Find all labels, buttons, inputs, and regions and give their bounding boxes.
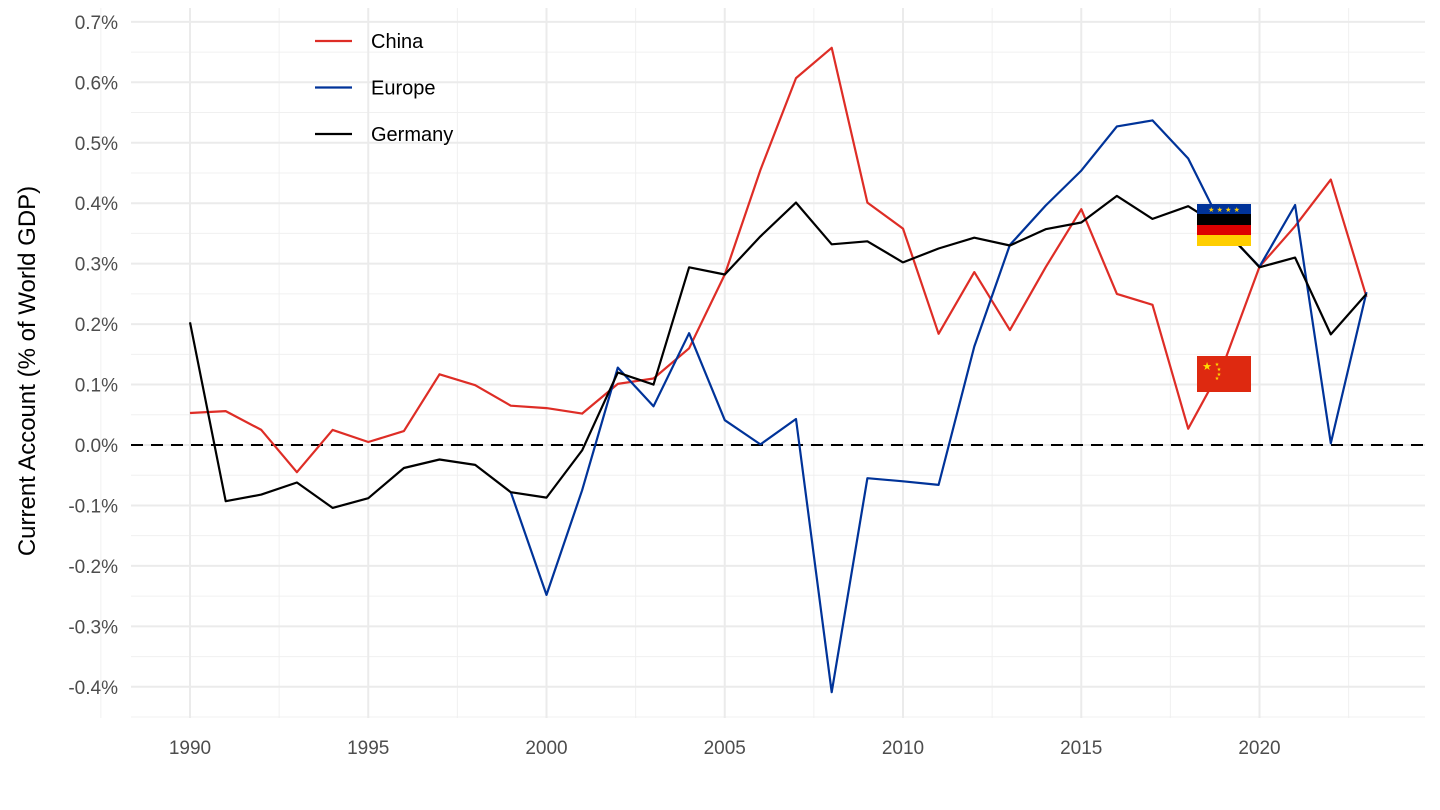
china-series-line: [189, 46, 1368, 474]
x-tick-label: 2015: [1060, 738, 1102, 759]
legend-label-germany: Germany: [371, 124, 453, 146]
germany-flag-icon: [1197, 214, 1251, 246]
legend: China Europe Germany: [315, 31, 453, 146]
svg-text:★: ★: [1215, 376, 1220, 382]
x-tick-label: 1990: [169, 738, 211, 759]
x-tick-label: 1995: [347, 738, 389, 759]
flag-markers: ★ ★ ★ ★ ★ ★ ★ ★ ★: [1197, 204, 1251, 392]
china-flag-icon: ★ ★ ★ ★ ★: [1197, 356, 1251, 392]
y-tick-label: 0.5%: [75, 134, 118, 155]
svg-text:★: ★: [1202, 360, 1212, 373]
y-tick-label: 0.3%: [75, 255, 118, 276]
y-axis-title: Current Account (% of World GDP): [14, 186, 41, 556]
legend-label-europe: Europe: [371, 78, 436, 100]
y-tick-label: -0.2%: [68, 557, 118, 578]
svg-text:★: ★: [1217, 372, 1222, 378]
x-tick-label: 2000: [525, 738, 567, 759]
y-tick-label: -0.1%: [68, 496, 118, 517]
y-tick-label: 0.4%: [75, 194, 118, 215]
svg-text:★: ★: [1215, 362, 1220, 368]
minor-gridlines: [100, 8, 1425, 718]
eu-flag-icon: ★ ★ ★ ★: [1197, 204, 1251, 214]
y-tick-label: -0.3%: [68, 617, 118, 638]
x-axis-tick-labels: 1990 1995 2000 2005 2010 2015 2020: [169, 738, 1281, 759]
germany-series-line: [188, 194, 1368, 509]
y-tick-label: 0.0%: [75, 436, 118, 457]
series-lines: [188, 46, 1368, 694]
svg-text:★ ★ ★ ★: ★ ★ ★ ★: [1208, 206, 1240, 214]
svg-text:★: ★: [1217, 367, 1222, 373]
legend-label-china: China: [371, 31, 424, 53]
y-tick-label: 0.2%: [75, 315, 118, 336]
y-tick-label: 0.6%: [75, 73, 118, 94]
y-tick-label: 0.7%: [75, 13, 118, 34]
x-tick-label: 2010: [882, 738, 924, 759]
x-tick-label: 2020: [1238, 738, 1280, 759]
x-tick-label: 2005: [704, 738, 746, 759]
y-tick-label: 0.1%: [75, 376, 118, 397]
y-tick-label: -0.4%: [68, 678, 118, 699]
y-axis-tick-labels: -0.4% -0.3% -0.2% -0.1% 0.0% 0.1% 0.2% 0.3% 0.4%…: [68, 13, 118, 699]
